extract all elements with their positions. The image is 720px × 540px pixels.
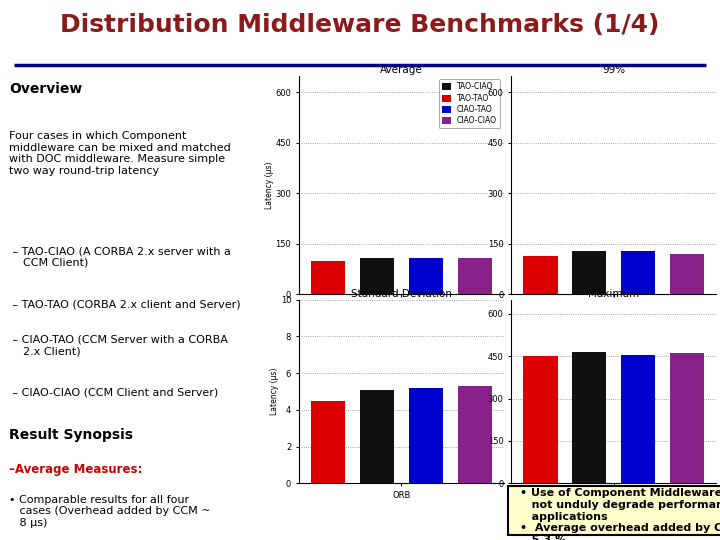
Text: Overview: Overview: [9, 82, 82, 96]
Y-axis label: Latency (μs): Latency (μs): [270, 368, 279, 415]
Text: – TAO-CIAO (A CORBA 2.x server with a
    CCM Client): – TAO-CIAO (A CORBA 2.x server with a CC…: [9, 246, 231, 268]
Text: Result Synopsis: Result Synopsis: [9, 428, 133, 442]
Text: • Comparable results for all four
   cases (Overhead added by CCM ~
   8 μs): • Comparable results for all four cases …: [9, 495, 210, 528]
Bar: [670, 353, 704, 483]
Title: Average: Average: [380, 65, 423, 75]
Bar: [458, 386, 492, 483]
Text: – TAO-TAO (CORBA 2.x client and Server): – TAO-TAO (CORBA 2.x client and Server): [9, 300, 240, 309]
Bar: [523, 255, 557, 294]
Bar: [572, 352, 606, 483]
Bar: [670, 254, 704, 294]
Bar: [458, 258, 492, 294]
Bar: [311, 401, 345, 483]
Bar: [409, 388, 443, 483]
Text: – CIAO-CIAO (CCM Client and Server): – CIAO-CIAO (CCM Client and Server): [9, 388, 218, 398]
Text: Four cases in which Component
middleware can be mixed and matched
with DOC middl: Four cases in which Component middleware…: [9, 131, 230, 176]
Bar: [360, 258, 394, 294]
Bar: [621, 355, 655, 483]
Bar: [360, 390, 394, 483]
Title: Maximum: Maximum: [588, 289, 639, 299]
Y-axis label: Latency (μs): Latency (μs): [265, 161, 274, 208]
Text: –Average Measures:: –Average Measures:: [9, 463, 143, 476]
Bar: [523, 356, 557, 483]
Text: • Use of Component Middleware does
   not unduly degrade performance of
   appli: • Use of Component Middleware does not u…: [520, 488, 720, 540]
Text: Distribution Middleware Benchmarks (1/4): Distribution Middleware Benchmarks (1/4): [60, 12, 660, 37]
Legend: TAO-CIAO, TAO-TAO, CIAO-TAO, CIAO-CIAO: TAO-CIAO, TAO-TAO, CIAO-TAO, CIAO-CIAO: [438, 79, 500, 129]
FancyBboxPatch shape: [508, 486, 720, 535]
Bar: [621, 251, 655, 294]
Bar: [572, 251, 606, 294]
Bar: [311, 261, 345, 294]
Title: Standard Deviation: Standard Deviation: [351, 289, 452, 299]
Title: 99%: 99%: [602, 65, 626, 75]
Bar: [409, 258, 443, 294]
Text: – CIAO-TAO (CCM Server with a CORBA
    2.x Client): – CIAO-TAO (CCM Server with a CORBA 2.x …: [9, 335, 228, 356]
